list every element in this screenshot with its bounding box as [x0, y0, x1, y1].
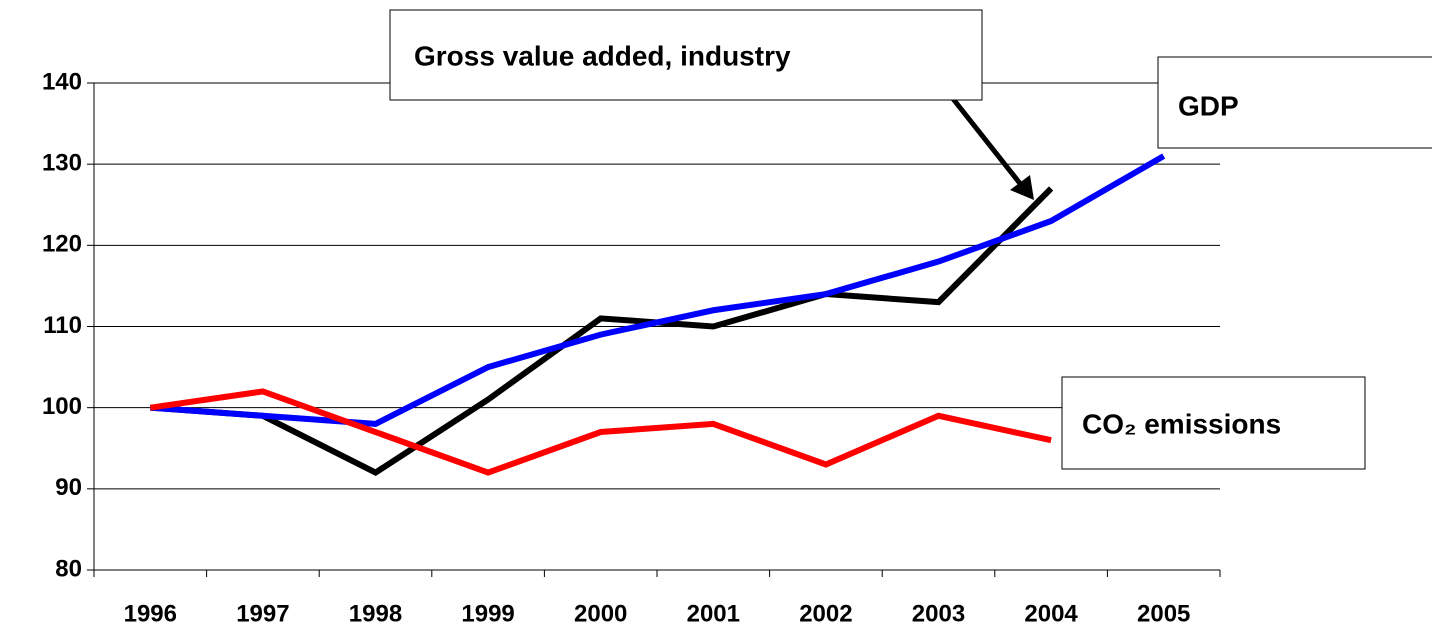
series-line	[149, 388, 1052, 476]
x-tick-label: 2001	[687, 600, 740, 627]
x-tick-label: 1999	[461, 600, 514, 627]
annotation-arrow	[948, 93, 1024, 188]
y-tick-label: 110	[43, 312, 82, 339]
y-tick-label: 140	[42, 68, 82, 95]
annotation-box	[1061, 376, 1366, 470]
y-tick-label: 80	[55, 555, 82, 582]
series-label: Gross value added, industry	[414, 40, 791, 71]
x-tick-label: 1996	[124, 600, 177, 627]
annotation-box	[1157, 56, 1432, 149]
y-tick-label: 130	[42, 150, 82, 177]
x-tick-label: 2000	[574, 600, 627, 627]
y-tick-label: 90	[55, 474, 82, 501]
series-line	[150, 186, 1054, 477]
series-label: GDP	[1178, 90, 1239, 121]
series-line	[150, 153, 1166, 427]
series-label: CO₂ emissions	[1082, 408, 1281, 439]
x-tick-label: 2005	[1137, 600, 1190, 627]
x-tick-label: 2004	[1024, 600, 1078, 627]
annotation-arrowhead	[1010, 175, 1034, 200]
annotation-box	[389, 9, 983, 101]
x-tick-label: 1997	[236, 600, 289, 627]
y-tick-label: 100	[42, 393, 82, 420]
x-tick-label: 2003	[912, 600, 965, 627]
x-tick-label: 1998	[349, 600, 402, 627]
y-tick-label: 120	[42, 231, 82, 258]
x-tick-label: 2002	[799, 600, 852, 627]
